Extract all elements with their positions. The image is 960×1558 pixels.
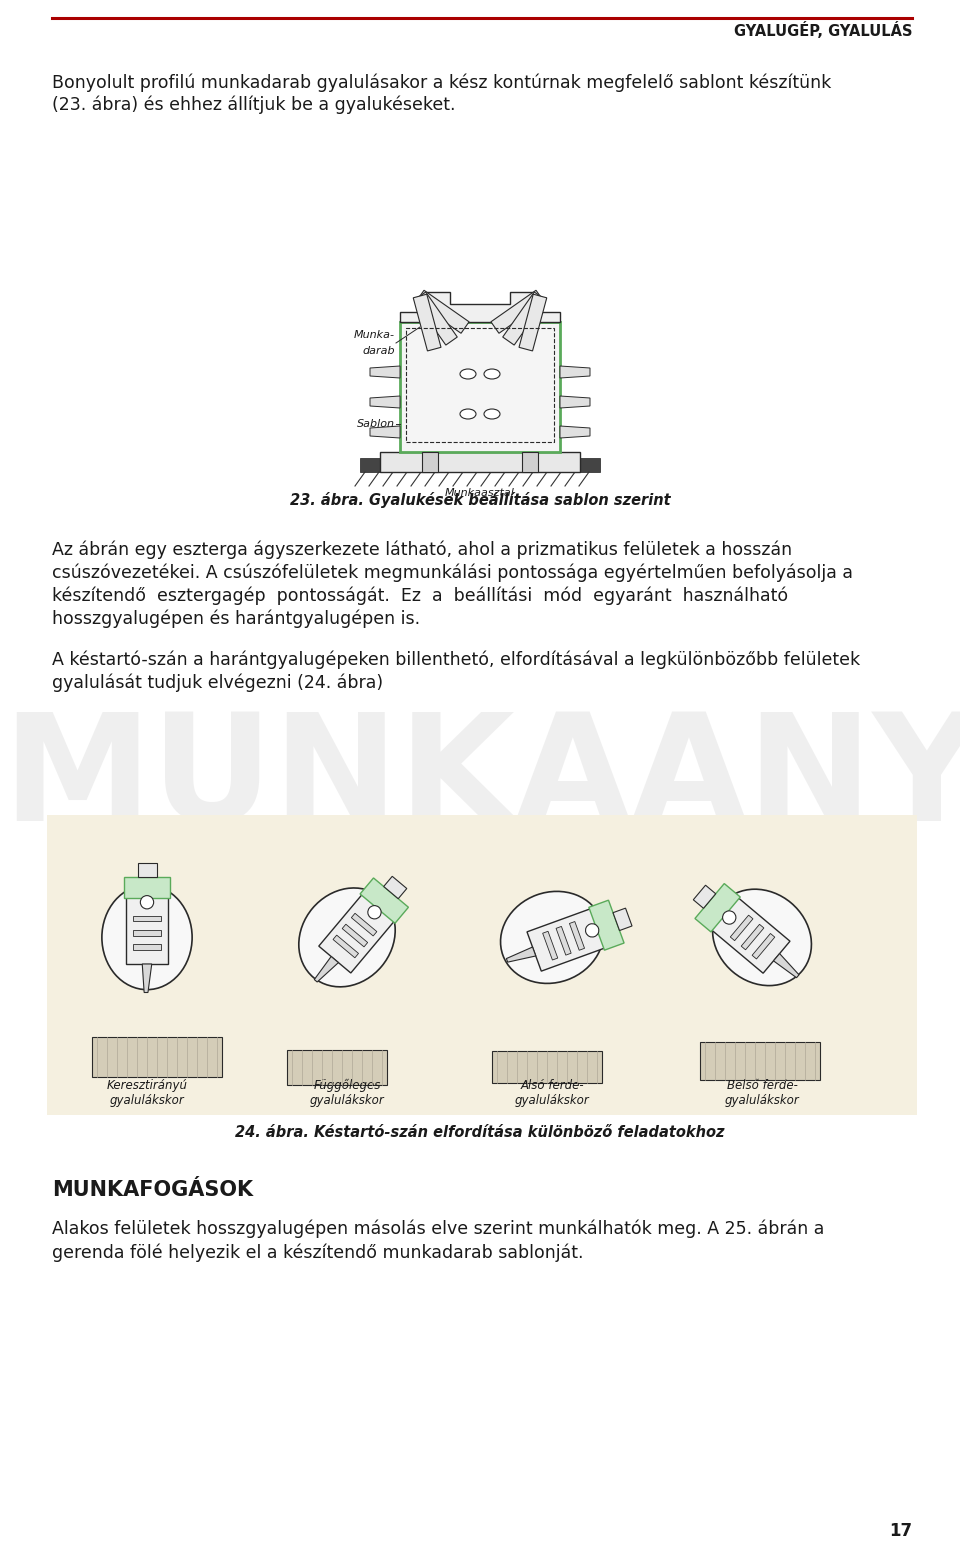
Polygon shape [741, 924, 764, 950]
Ellipse shape [586, 924, 599, 936]
Text: 17: 17 [889, 1522, 912, 1539]
Polygon shape [416, 290, 469, 333]
Bar [406, 329, 554, 442]
Text: 23. ábra. Gyalukések beállítása sablon szerint: 23. ábra. Gyalukések beállítása sablon s… [290, 492, 670, 508]
Ellipse shape [102, 885, 192, 989]
Polygon shape [542, 932, 558, 960]
Polygon shape [731, 915, 753, 941]
Text: A késtartó-szán a harántgyalugépeken billenthetó, elfordításával a legkülönbözőb: A késtartó-szán a harántgyalugépeken bil… [52, 650, 860, 668]
Polygon shape [752, 933, 775, 960]
Text: Munkaasztal: Munkaasztal [445, 488, 515, 499]
Polygon shape [491, 290, 544, 333]
Text: Az ábrán egy eszterga ágyszerkezete látható, ahol a prizmatikus felületek a hoss: Az ábrán egy eszterga ágyszerkezete láth… [52, 541, 792, 558]
Polygon shape [333, 935, 358, 958]
Bar [400, 323, 560, 452]
Polygon shape [560, 425, 590, 438]
Ellipse shape [368, 905, 381, 919]
Polygon shape [413, 294, 441, 351]
Polygon shape [527, 907, 611, 971]
Polygon shape [415, 291, 457, 344]
Polygon shape [351, 913, 377, 936]
Polygon shape [319, 890, 398, 974]
Polygon shape [342, 924, 368, 947]
Text: GYALUGÉP, GYALULÁS: GYALUGÉP, GYALULÁS [733, 22, 912, 39]
Bar [380, 452, 580, 472]
Text: csúszóvezetékei. A csúszófelületek megmunkálási pontossága egyértelműen befolyás: csúszóvezetékei. A csúszófelületek megmu… [52, 562, 853, 581]
Text: Munka-: Munka- [354, 330, 395, 340]
Polygon shape [588, 901, 624, 950]
Polygon shape [370, 396, 400, 408]
Bar [492, 1052, 602, 1083]
Polygon shape [370, 366, 400, 379]
Polygon shape [314, 957, 339, 982]
Ellipse shape [460, 410, 476, 419]
Polygon shape [384, 876, 407, 899]
Text: készítendő  esztergagép  pontosságát.  Ez  a  beállítási  mód  egyaránt  használ: készítendő esztergagép pontosságát. Ez a… [52, 586, 788, 605]
Bar [47, 815, 917, 1116]
Ellipse shape [140, 896, 154, 908]
Polygon shape [569, 921, 585, 950]
Polygon shape [519, 294, 547, 351]
Text: (23. ábra) és ehhez állítjuk be a gyalukéseket.: (23. ábra) és ehhez állítjuk be a gyaluk… [52, 95, 455, 114]
Polygon shape [142, 964, 152, 992]
Bar [422, 452, 438, 472]
Polygon shape [137, 863, 156, 877]
Polygon shape [124, 877, 170, 897]
Polygon shape [695, 883, 740, 932]
Polygon shape [613, 908, 632, 930]
Bar [700, 1042, 820, 1080]
Polygon shape [400, 291, 560, 323]
Polygon shape [556, 927, 571, 955]
Bar [522, 452, 538, 472]
Polygon shape [707, 894, 790, 974]
Bar [360, 458, 600, 472]
Text: gerenda fölé helyezik el a készítendő munkadarab sablonját.: gerenda fölé helyezik el a készítendő mu… [52, 1243, 584, 1262]
Text: Keresztirányú
gyalulákskor: Keresztirányú gyalulákskor [107, 1080, 187, 1108]
Bar [287, 1050, 387, 1084]
Polygon shape [693, 885, 716, 908]
Text: Alsó ferde-
gyalulákskor: Alsó ferde- gyalulákskor [515, 1080, 589, 1108]
Text: MUNKAANYAG: MUNKAANYAG [3, 706, 960, 852]
Text: Függőleges
gyalulákskor: Függőleges gyalulákskor [310, 1078, 384, 1108]
Text: Bonyolult profilú munkadarab gyalulásakor a kész kontúrnak megfelelő sablont kés: Bonyolult profilú munkadarab gyalulásako… [52, 73, 831, 92]
Polygon shape [132, 944, 161, 950]
Ellipse shape [500, 891, 604, 983]
Polygon shape [506, 947, 536, 963]
Polygon shape [774, 953, 799, 978]
Text: Belső ferde-
gyalulákskor: Belső ferde- gyalulákskor [725, 1080, 800, 1108]
Text: hosszgyalugépen és harántgyalugépen is.: hosszgyalugépen és harántgyalugépen is. [52, 609, 420, 628]
Ellipse shape [460, 369, 476, 379]
Ellipse shape [712, 890, 811, 986]
Ellipse shape [484, 369, 500, 379]
Text: 24. ábra. Késtartó-szán elfordítása különböző feladatokhoz: 24. ábra. Késtartó-szán elfordítása külö… [235, 1125, 725, 1140]
Text: gyalulását tudjuk elvégezni (24. ábra): gyalulását tudjuk elvégezni (24. ábra) [52, 673, 383, 692]
Polygon shape [560, 396, 590, 408]
Ellipse shape [299, 888, 396, 986]
Text: Sablon: Sablon [357, 419, 395, 428]
Polygon shape [503, 291, 545, 344]
Polygon shape [370, 425, 400, 438]
Text: darab: darab [362, 346, 395, 355]
Ellipse shape [723, 911, 736, 924]
Bar [92, 1038, 222, 1077]
Text: MUNKAFOGÁSOK: MUNKAFOGÁSOK [52, 1179, 253, 1200]
Polygon shape [126, 890, 168, 964]
Text: Alakos felületek hosszgyalugépen másolás elve szerint munkálhatók meg. A 25. ábr: Alakos felületek hosszgyalugépen másolás… [52, 1220, 825, 1239]
Polygon shape [132, 930, 161, 935]
Polygon shape [560, 366, 590, 379]
Polygon shape [360, 879, 408, 924]
Polygon shape [132, 916, 161, 921]
Ellipse shape [484, 410, 500, 419]
